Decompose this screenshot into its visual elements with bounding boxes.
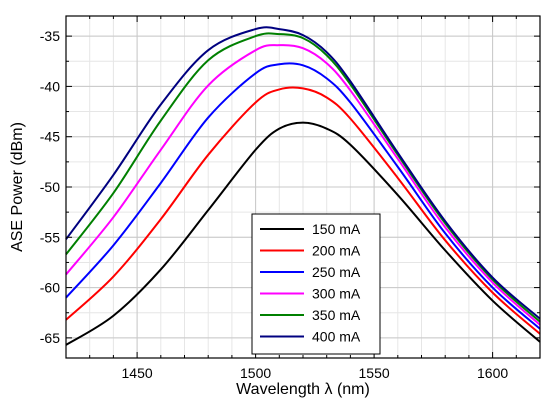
series-line-150-ma xyxy=(65,121,541,346)
legend-label-300-ma: 300 mA xyxy=(312,286,361,302)
series-line-350-ma xyxy=(65,32,541,323)
axis-ticks xyxy=(65,16,541,358)
series-line-400-ma xyxy=(65,26,541,320)
x-tick-label: 1550 xyxy=(359,365,390,381)
y-tick-label: -55 xyxy=(40,229,60,245)
legend-box xyxy=(251,213,381,355)
tick-labels: 1450 1500 1550 1600 -65 -60 -55 -50 -45 -40 -35 xyxy=(40,28,509,381)
legend-label-200-ma: 200 mA xyxy=(312,243,361,259)
series-line-200-ma xyxy=(65,86,541,335)
y-tick-label: -50 xyxy=(40,179,60,195)
x-tick-label: 1600 xyxy=(477,365,508,381)
x-axis-title: Wavelength λ (nm) xyxy=(236,381,370,398)
x-tick-label: 1500 xyxy=(240,365,271,381)
legend: 150 mA 200 mA 250 mA 300 mA 350 mA 400 mA xyxy=(251,213,381,355)
legend-label-250-ma: 250 mA xyxy=(312,264,361,280)
series-lines xyxy=(65,26,541,346)
y-tick-label: -35 xyxy=(40,28,60,44)
legend-label-150-ma: 150 mA xyxy=(312,221,361,237)
y-tick-label: -40 xyxy=(40,78,60,94)
legend-label-400-ma: 400 mA xyxy=(312,329,361,345)
legend-label-350-ma: 350 mA xyxy=(312,307,361,323)
legend-items: 150 mA 200 mA 250 mA 300 mA 350 mA 400 mA xyxy=(260,221,361,345)
y-axis-title: ASE Power (dBm) xyxy=(9,122,26,252)
series-line-250-ma xyxy=(65,62,541,330)
y-tick-label: -65 xyxy=(40,330,60,346)
y-tick-label: -60 xyxy=(40,280,60,296)
series-line-300-ma xyxy=(65,44,541,326)
x-tick-label: 1450 xyxy=(122,365,153,381)
y-tick-label: -45 xyxy=(40,129,60,145)
